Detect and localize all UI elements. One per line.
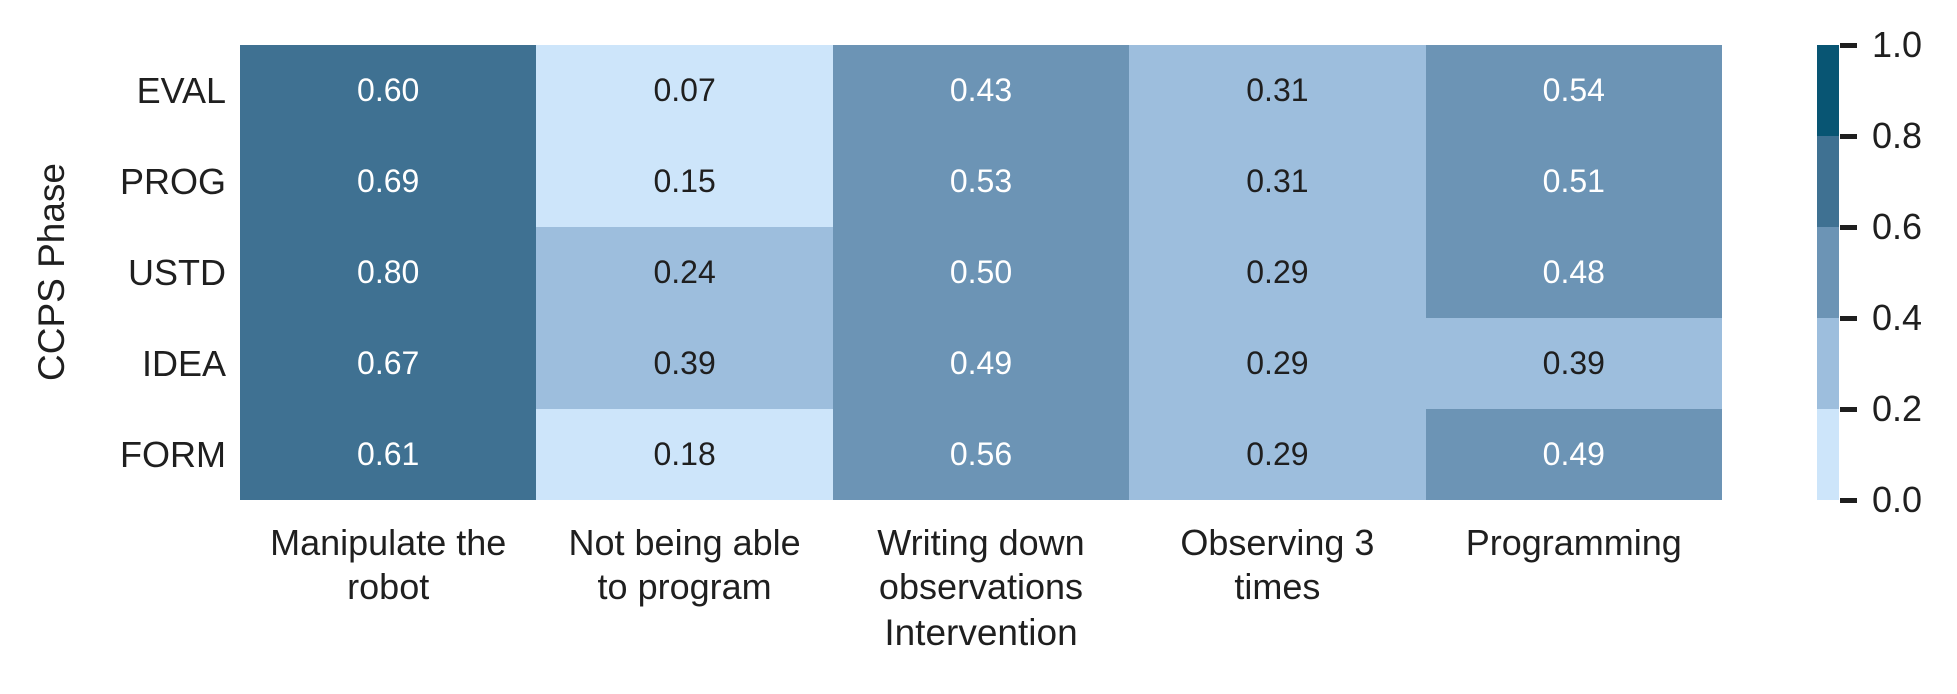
x-tick-label: Writing down observations <box>833 521 1129 609</box>
heatmap-cell: 0.60 <box>240 45 537 136</box>
x-axis-title: Intervention <box>884 612 1078 653</box>
heatmap-cell: 0.51 <box>1425 136 1722 227</box>
x-tick-label-line: observations <box>878 566 1084 607</box>
x-tick-label-line: robot <box>347 566 430 607</box>
heatmap-cell: 0.49 <box>1425 409 1722 500</box>
y-tick-label: PROG <box>119 160 226 202</box>
heatmap-cell: 0.07 <box>536 45 833 136</box>
heatmap-cell: 0.43 <box>832 45 1130 136</box>
heatmap-cell: 0.31 <box>1129 45 1426 136</box>
x-tick-label-line: Observing 3 <box>1180 522 1375 563</box>
x-tick-label: Manipulate the robot <box>240 521 536 609</box>
heatmap-cell: 0.53 <box>832 136 1130 227</box>
x-tick-label: Not being able to program <box>536 521 832 609</box>
heatmap-cell: 0.54 <box>1425 45 1722 136</box>
heatmap-cell: 0.61 <box>240 409 537 500</box>
heatmap-cell: 0.29 <box>1129 318 1426 409</box>
colorbar-tick-mark <box>1840 133 1857 139</box>
x-tick-label: Programming <box>1426 521 1722 609</box>
x-tick-label: Observing 3 times <box>1129 521 1425 609</box>
colorbar-band <box>1817 318 1839 409</box>
x-tick-label-line: Programming <box>1465 522 1682 563</box>
heatmap-cell: 0.69 <box>240 136 537 227</box>
x-tick-labels: Manipulate the robot Not being able to prog… <box>240 521 1722 609</box>
colorbar-tick-label: 0.8 <box>1872 115 1923 156</box>
x-tick-label-line: Writing down <box>877 522 1085 563</box>
y-tick-label: USTD <box>128 251 226 293</box>
colorbar-band <box>1817 409 1839 500</box>
heatmap-cell: 0.18 <box>536 409 833 500</box>
y-tick-label: EVAL <box>136 69 226 111</box>
heatmap-cell: 0.15 <box>536 136 833 227</box>
heatmap-cell: 0.80 <box>240 227 537 318</box>
colorbar-tick-label: 0.4 <box>1872 297 1923 338</box>
colorbar-tick-mark <box>1840 497 1857 503</box>
colorbar-band <box>1817 227 1839 318</box>
colorbar <box>1817 45 1839 500</box>
colorbar-tick-label: 1.0 <box>1872 24 1923 65</box>
x-tick-label-line: Not being able <box>568 522 801 563</box>
heatmap-cell: 0.24 <box>536 227 833 318</box>
colorbar-tick-mark <box>1840 406 1857 412</box>
heatmap-cell: 0.50 <box>832 227 1130 318</box>
heatmap-cell: 0.29 <box>1129 227 1426 318</box>
heatmap-cell: 0.48 <box>1425 227 1722 318</box>
heatmap-cell: 0.56 <box>832 409 1130 500</box>
colorbar-band <box>1817 45 1839 136</box>
y-tick-label: IDEA <box>141 342 226 384</box>
heatmap-cell: 0.29 <box>1129 409 1426 500</box>
x-tick-label-line: times <box>1234 566 1321 607</box>
heatmap-cell: 0.39 <box>536 318 833 409</box>
colorbar-tick-mark <box>1840 42 1857 48</box>
heatmap-grid: 0.60 0.07 0.43 0.31 0.54 0.69 0.15 0.53 0.31 0.51… <box>240 45 1722 500</box>
y-tick-label: FORM <box>120 433 226 475</box>
y-tick-labels: EVAL PROG USTD IDEA FORM <box>0 45 226 500</box>
colorbar-tick-mark <box>1840 224 1857 230</box>
colorbar-tick-label: 0.6 <box>1872 206 1923 247</box>
heatmap-cell: 0.67 <box>240 318 537 409</box>
colorbar-tick-label: 0.2 <box>1872 388 1923 429</box>
x-tick-label-line: to program <box>597 566 772 607</box>
x-tick-label-line: Manipulate the <box>270 522 507 563</box>
heatmap-cell: 0.49 <box>832 318 1130 409</box>
colorbar-band <box>1817 136 1839 227</box>
colorbar-tick-mark <box>1840 315 1857 321</box>
heatmap-cell: 0.39 <box>1425 318 1722 409</box>
colorbar-tick-label: 0.0 <box>1872 479 1923 520</box>
heatmap-cell: 0.31 <box>1129 136 1426 227</box>
